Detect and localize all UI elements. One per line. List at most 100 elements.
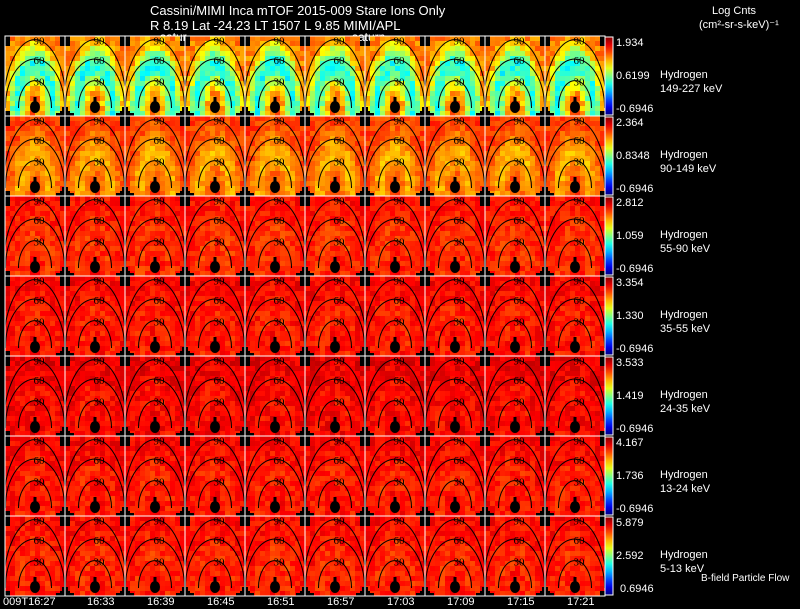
pixel bbox=[320, 101, 325, 106]
pixel bbox=[510, 146, 515, 151]
pixel bbox=[390, 136, 395, 141]
pixel bbox=[445, 141, 450, 146]
pixel bbox=[290, 241, 295, 246]
contour-30 bbox=[77, 160, 113, 189]
pixel bbox=[265, 61, 270, 66]
pixel bbox=[200, 116, 205, 121]
pixel bbox=[115, 56, 120, 61]
pixel bbox=[520, 96, 525, 101]
pixel bbox=[180, 91, 185, 96]
pixel bbox=[15, 251, 20, 256]
saturn-icon-stem bbox=[153, 177, 157, 182]
pixel bbox=[80, 96, 85, 101]
pixel bbox=[100, 231, 105, 236]
pixel bbox=[145, 271, 150, 276]
pixel bbox=[190, 76, 195, 81]
pixel bbox=[435, 136, 440, 141]
pixel bbox=[600, 171, 605, 176]
pixel bbox=[410, 106, 415, 111]
pixel bbox=[340, 171, 345, 176]
pixel bbox=[60, 136, 65, 141]
pixel bbox=[175, 116, 180, 121]
pixel bbox=[155, 126, 160, 131]
pixel bbox=[365, 61, 370, 66]
pixel bbox=[145, 266, 150, 271]
contour-label: 30 bbox=[514, 157, 526, 169]
pixel bbox=[240, 156, 245, 161]
pixel bbox=[395, 66, 400, 71]
pixel bbox=[590, 191, 595, 196]
saturn-icon bbox=[90, 181, 100, 193]
pixel bbox=[90, 176, 95, 181]
pixel bbox=[65, 46, 70, 51]
pixel bbox=[80, 56, 85, 61]
pixel bbox=[140, 231, 145, 236]
pixel bbox=[135, 216, 140, 221]
pixel bbox=[180, 141, 185, 146]
pixel bbox=[390, 91, 395, 96]
pixel bbox=[55, 106, 60, 111]
pixel bbox=[485, 66, 490, 71]
pixel bbox=[110, 221, 115, 226]
pixel bbox=[75, 91, 80, 96]
pixel bbox=[355, 116, 360, 121]
contour-60 bbox=[5, 138, 65, 189]
pixel bbox=[350, 191, 355, 196]
pixel bbox=[385, 156, 390, 161]
pixel bbox=[230, 71, 235, 76]
pixel bbox=[300, 211, 305, 216]
pixel bbox=[195, 61, 200, 66]
pixel bbox=[110, 36, 115, 41]
pixel bbox=[475, 71, 480, 76]
pixel bbox=[355, 141, 360, 146]
pixel bbox=[205, 236, 210, 241]
pixel bbox=[380, 146, 385, 151]
pixel bbox=[440, 146, 445, 151]
pixel bbox=[420, 126, 425, 131]
pixel bbox=[255, 51, 260, 56]
pixel bbox=[535, 46, 540, 51]
pixel bbox=[235, 51, 240, 56]
contour-60 bbox=[305, 58, 365, 109]
pixel bbox=[10, 86, 15, 91]
pixel bbox=[365, 51, 370, 56]
pixel bbox=[415, 91, 420, 96]
pixel bbox=[445, 146, 450, 151]
pixel bbox=[35, 51, 40, 56]
pixel bbox=[340, 131, 345, 136]
pixel bbox=[85, 186, 90, 191]
pixel bbox=[375, 111, 380, 116]
pixel bbox=[175, 51, 180, 56]
pixel bbox=[85, 96, 90, 101]
pixel bbox=[220, 111, 225, 116]
pixel bbox=[225, 261, 230, 266]
pixel bbox=[10, 126, 15, 131]
pixel bbox=[420, 181, 425, 186]
pixel bbox=[10, 201, 15, 206]
pixel bbox=[230, 181, 235, 186]
pixel bbox=[185, 211, 190, 216]
pixel bbox=[475, 131, 480, 136]
pixel bbox=[285, 71, 290, 76]
pixel bbox=[320, 41, 325, 46]
pixel bbox=[575, 56, 580, 61]
pixel bbox=[175, 251, 180, 256]
pixel bbox=[515, 66, 520, 71]
pixel bbox=[515, 191, 520, 196]
pixel bbox=[380, 181, 385, 186]
pixel bbox=[515, 56, 520, 61]
pixel bbox=[320, 56, 325, 61]
pixel bbox=[120, 206, 125, 211]
pixel bbox=[310, 81, 315, 86]
pixel bbox=[570, 61, 575, 66]
pixel bbox=[210, 61, 215, 66]
pixel bbox=[230, 241, 235, 246]
pixel bbox=[280, 46, 285, 51]
pixel bbox=[260, 91, 265, 96]
pixel bbox=[445, 136, 450, 141]
pixel bbox=[120, 211, 125, 216]
pixel bbox=[525, 191, 530, 196]
pixel bbox=[465, 191, 470, 196]
pixel bbox=[440, 56, 445, 61]
pixel bbox=[250, 36, 255, 41]
